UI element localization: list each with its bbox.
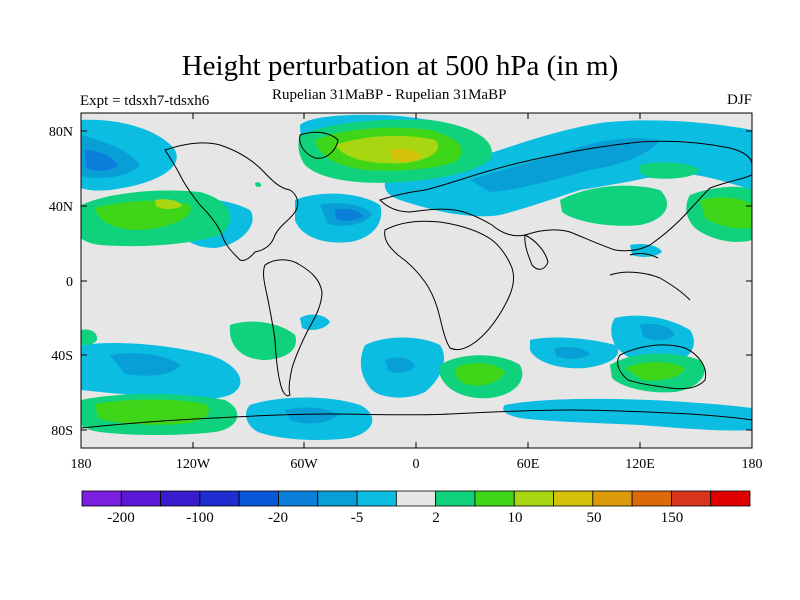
- contour-region: [335, 208, 363, 221]
- lon-label: 60E: [517, 457, 540, 472]
- colorbar-box: [356, 490, 397, 507]
- lat-ticks: [81, 130, 752, 431]
- contour-fill-layer: [81, 114, 752, 440]
- colorbar-box: [199, 490, 240, 507]
- lat-label: 0: [66, 275, 73, 290]
- contour-region: [285, 407, 338, 424]
- contour-region: [555, 346, 590, 359]
- lon-ticks: [80, 113, 753, 448]
- contour-region: [95, 399, 209, 425]
- coastline-antarctica: [81, 409, 752, 429]
- colorbar-box: [120, 490, 161, 507]
- colorbar-label: -5: [351, 510, 364, 526]
- plot-title: Height perturbation at 500 hPa (in m): [181, 50, 619, 82]
- lon-labels: 180 120W 60W 0 60E 120E 180: [71, 457, 763, 472]
- contour-region: [110, 353, 180, 376]
- colorbar-labels: -200 -100 -20 -5 2 10 50 150: [107, 510, 683, 526]
- lat-label: 40N: [49, 200, 73, 215]
- contour-region: [700, 197, 752, 229]
- colorbar-label: 10: [508, 510, 523, 526]
- lat-label: 40S: [51, 349, 73, 364]
- colorbar-box: [671, 490, 712, 507]
- colorbar-box: [553, 490, 594, 507]
- colorbar-box: [317, 490, 358, 507]
- colorbar-box: [513, 490, 554, 507]
- coastline-eurasia: [379, 140, 752, 252]
- lat-label: 80N: [49, 125, 73, 140]
- lon-label: 180: [71, 457, 92, 472]
- colorbar-box: [160, 490, 201, 507]
- coastline-greenland: [299, 131, 339, 159]
- contour-region: [470, 138, 660, 192]
- coastline-islands: [629, 253, 659, 259]
- contour-region: [611, 315, 694, 366]
- coastline-indonesia: [609, 271, 691, 301]
- coastline-australia: [617, 344, 707, 390]
- coastline-india: [524, 234, 549, 270]
- contour-region: [639, 162, 700, 179]
- colorbar-label: 2: [432, 510, 440, 526]
- lat-labels: 80N 40N 0 40S 80S: [49, 125, 73, 439]
- colorbar-box: [81, 490, 122, 507]
- colorbar-label: -200: [107, 510, 135, 526]
- colorbar-box: [710, 490, 751, 507]
- contour-region: [640, 324, 675, 341]
- contour-region: [503, 398, 752, 431]
- lon-label: 60W: [290, 457, 318, 472]
- contour-region: [81, 329, 98, 346]
- contour-region: [255, 182, 262, 187]
- colorbar-box: [395, 490, 437, 507]
- contour-region: [300, 314, 330, 330]
- contour-region: [625, 362, 685, 381]
- colorbar-box: [278, 490, 319, 507]
- lon-label: 180: [742, 457, 763, 472]
- lat-label: 80S: [51, 424, 73, 439]
- colorbar-label: 50: [587, 510, 602, 526]
- contour-region: [560, 185, 668, 226]
- colorbar-box: [631, 490, 672, 507]
- colorbar-label: -20: [268, 510, 288, 526]
- contour-region: [85, 150, 118, 171]
- lon-label: 120W: [176, 457, 211, 472]
- contour-region: [229, 321, 296, 360]
- coastline-north-america: [164, 142, 299, 261]
- colorbar-box: [238, 490, 279, 507]
- colorbar: [81, 490, 751, 507]
- coastline-africa: [384, 220, 515, 351]
- contour-region: [454, 363, 505, 386]
- contour-region: [385, 357, 415, 374]
- coastline-south-america: [263, 259, 323, 397]
- colorbar-label: -100: [186, 510, 214, 526]
- period-label: Rupelian 31MaBP - Rupelian 31MaBP: [272, 87, 507, 103]
- contour-region: [390, 148, 422, 162]
- coastlines: [81, 131, 752, 429]
- colorbar-box: [592, 490, 633, 507]
- lon-label: 120E: [625, 457, 655, 472]
- lon-label: 0: [413, 457, 420, 472]
- contour-region: [155, 199, 182, 209]
- experiment-label: Expt = tdsxh7-tdsxh6: [80, 93, 210, 109]
- season-label: DJF: [726, 92, 752, 108]
- colorbar-label: 150: [661, 510, 684, 526]
- colorbar-box: [474, 490, 515, 507]
- colorbar-box: [435, 490, 476, 507]
